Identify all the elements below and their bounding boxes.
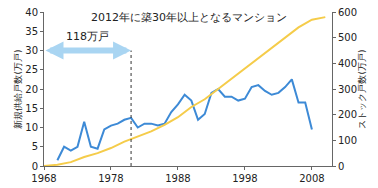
svg-text:35: 35: [25, 26, 38, 37]
svg-text:1978: 1978: [98, 173, 123, 184]
svg-text:2008: 2008: [299, 173, 324, 184]
svg-text:40: 40: [25, 7, 38, 18]
svg-text:400: 400: [338, 58, 357, 69]
svg-text:20: 20: [25, 84, 38, 95]
svg-text:新規供給戸数(万戸): 新規供給戸数(万戸): [13, 49, 23, 128]
svg-text:200: 200: [338, 109, 357, 120]
svg-text:100: 100: [338, 135, 357, 146]
svg-text:1988: 1988: [165, 173, 190, 184]
svg-text:600: 600: [338, 7, 357, 18]
svg-text:ストック戸数(万戸): ストック戸数(万戸): [357, 49, 367, 128]
svg-text:25: 25: [25, 64, 38, 75]
svg-text:2012年に築30年以上となるマンション: 2012年に築30年以上となるマンション: [91, 11, 287, 24]
svg-text:1998: 1998: [232, 173, 257, 184]
svg-text:1968: 1968: [31, 173, 56, 184]
svg-text:10: 10: [25, 122, 38, 133]
svg-text:5: 5: [32, 141, 38, 152]
svg-text:300: 300: [338, 84, 357, 95]
svg-text:15: 15: [25, 103, 38, 114]
svg-text:30: 30: [25, 45, 38, 56]
svg-text:500: 500: [338, 32, 357, 43]
svg-text:118万戸: 118万戸: [66, 30, 109, 43]
svg-text:0: 0: [32, 161, 38, 172]
svg-text:0: 0: [338, 161, 344, 172]
